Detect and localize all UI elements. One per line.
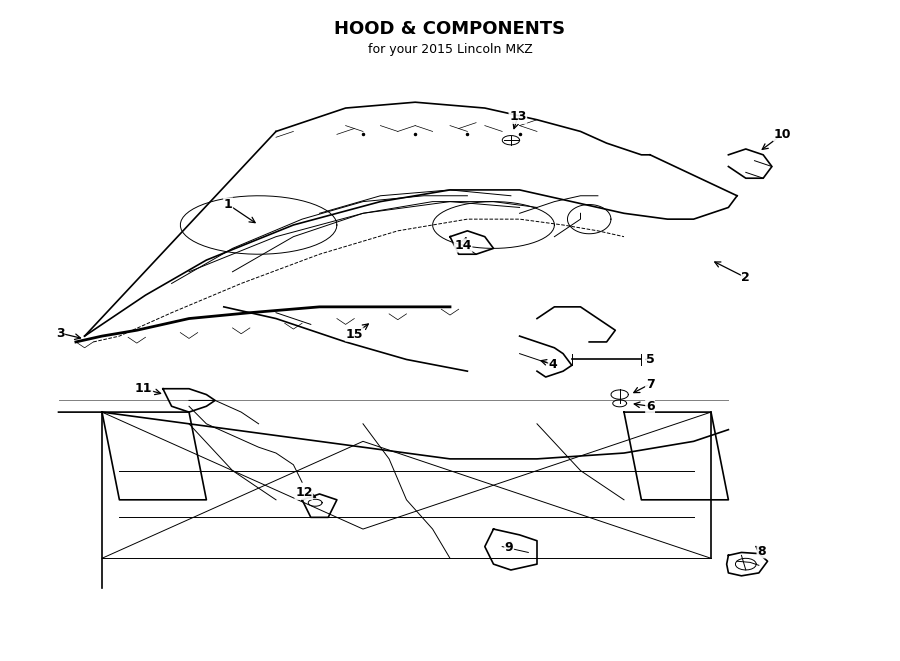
Text: 12: 12 xyxy=(295,486,312,499)
Text: 6: 6 xyxy=(646,400,654,412)
Text: 9: 9 xyxy=(505,541,514,555)
Text: 11: 11 xyxy=(135,382,152,395)
Text: HOOD & COMPONENTS: HOOD & COMPONENTS xyxy=(335,20,565,38)
Text: 10: 10 xyxy=(774,128,791,141)
Text: 13: 13 xyxy=(509,110,526,124)
Text: 3: 3 xyxy=(56,327,65,340)
Text: for your 2015 Lincoln MKZ: for your 2015 Lincoln MKZ xyxy=(367,43,533,56)
Text: 7: 7 xyxy=(645,377,654,391)
Text: 2: 2 xyxy=(742,271,751,284)
Text: 15: 15 xyxy=(346,328,363,341)
Text: 8: 8 xyxy=(757,545,766,558)
Text: 4: 4 xyxy=(548,358,557,371)
Text: 5: 5 xyxy=(645,353,654,366)
Text: 14: 14 xyxy=(454,239,472,252)
Text: 1: 1 xyxy=(224,198,232,211)
